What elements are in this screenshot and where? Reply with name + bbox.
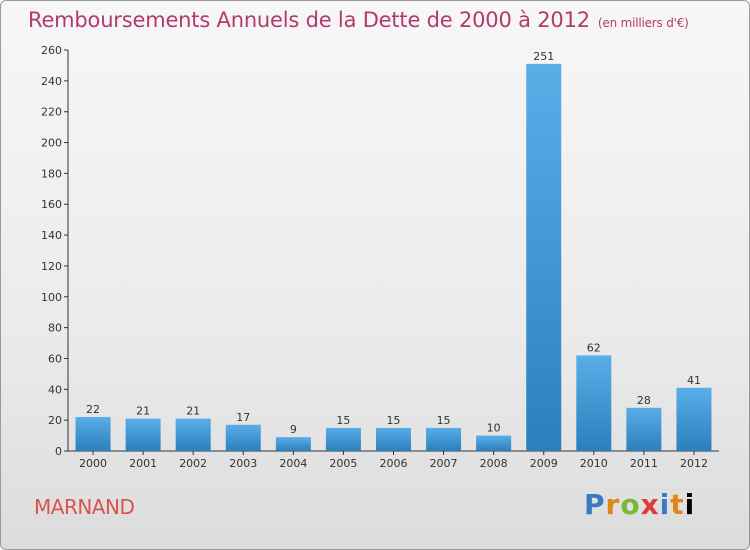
y-tick-label: 260 — [41, 44, 62, 57]
chart-unit: (en milliers d'€) — [597, 16, 689, 30]
bar — [225, 424, 261, 451]
y-tick-label: 40 — [48, 383, 62, 396]
bar-value-label: 21 — [136, 405, 150, 418]
bar-value-label: 21 — [186, 405, 200, 418]
bar — [325, 427, 361, 451]
y-tick-label: 0 — [55, 445, 62, 458]
bar — [626, 407, 662, 451]
logo-letter: t — [670, 488, 685, 521]
y-tick-label: 80 — [48, 322, 62, 335]
bar-value-label: 28 — [637, 394, 651, 407]
y-tick-label: 140 — [41, 229, 62, 242]
bar-value-label: 15 — [437, 414, 451, 427]
x-tick-label: 2007 — [430, 457, 458, 470]
proxiti-logo[interactable]: Proxiti — [584, 488, 695, 521]
bar — [476, 435, 512, 451]
x-tick-label: 2011 — [630, 457, 658, 470]
chart-title: Remboursements Annuels de la Dette de 20… — [28, 8, 689, 32]
y-tick-label: 120 — [41, 260, 62, 273]
bar — [75, 417, 111, 451]
bar-value-label: 22 — [86, 403, 100, 416]
bar — [175, 418, 211, 451]
x-tick-label: 2009 — [530, 457, 558, 470]
bar-value-label: 9 — [290, 423, 297, 436]
y-tick-label: 200 — [41, 137, 62, 150]
bar — [526, 63, 562, 451]
bar — [676, 387, 712, 451]
axes: 0 20 40 60 80 100 120 140 160 180 200 220 240 260 2000… — [41, 44, 719, 470]
logo-letter: P — [584, 488, 606, 521]
y-tick-label: 20 — [48, 414, 62, 427]
x-tick-label: 2000 — [79, 457, 107, 470]
bar-value-label: 62 — [587, 341, 601, 354]
x-tick-label: 2006 — [380, 457, 408, 470]
x-tick-label: 2002 — [179, 457, 207, 470]
logo-letter: i — [659, 488, 671, 521]
x-tick-label: 2001 — [129, 457, 157, 470]
bar-value-label: 15 — [336, 414, 350, 427]
logo-letter: x — [640, 488, 660, 521]
y-tick-label: 240 — [41, 75, 62, 88]
x-tick-label: 2010 — [580, 457, 608, 470]
bar — [376, 427, 411, 451]
x-tick-label: 2012 — [680, 457, 708, 470]
chart-title-text: Remboursements Annuels de la Dette de 20… — [28, 8, 590, 32]
bar-value-label: 17 — [236, 411, 250, 424]
bar-value-label: 41 — [687, 374, 701, 387]
y-tick-label: 180 — [41, 167, 62, 180]
y-tick-label: 60 — [48, 352, 62, 365]
x-tick-label: 2004 — [279, 457, 307, 470]
logo-letter: i — [684, 488, 696, 521]
x-tick-label: 2005 — [329, 457, 357, 470]
y-tick-label: 160 — [41, 198, 62, 211]
bar-value-label: 251 — [533, 50, 554, 63]
value-labels: 22 21 21 17 9 15 15 15 10 251 62 28 41 — [86, 50, 701, 436]
bar — [275, 437, 311, 451]
bars — [75, 63, 712, 451]
y-tick-label: 220 — [41, 106, 62, 119]
x-tick-label: 2008 — [480, 457, 508, 470]
bar-value-label: 15 — [387, 414, 401, 427]
x-tick-label: 2003 — [229, 457, 257, 470]
bar — [426, 427, 462, 451]
bar-value-label: 10 — [487, 422, 501, 435]
bar — [576, 355, 612, 451]
commune-name: MARNAND — [34, 495, 135, 519]
bar — [125, 418, 161, 451]
logo-letter: r — [605, 488, 621, 521]
y-tick-label: 100 — [41, 291, 62, 304]
logo-letter: o — [620, 488, 641, 521]
